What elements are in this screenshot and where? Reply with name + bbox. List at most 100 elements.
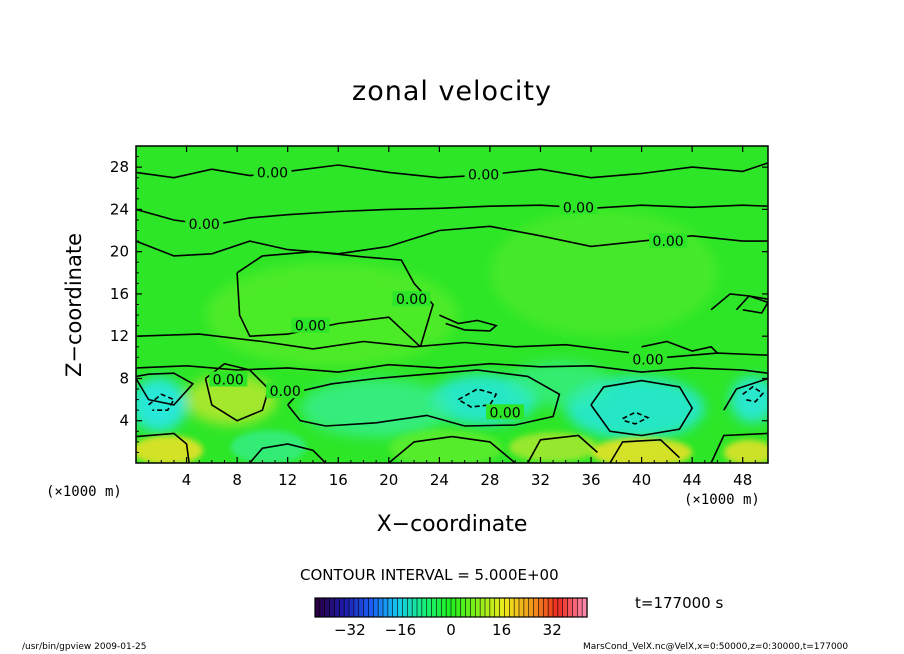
- colorbar-cell: [474, 597, 481, 618]
- y-tick-label: 28: [110, 158, 129, 176]
- y-tick: 24: [110, 200, 768, 218]
- svg-text:0.00: 0.00: [270, 384, 301, 400]
- contour-line-negative: [457, 388, 498, 408]
- contour-label: 0.00: [649, 233, 688, 250]
- colorbar-cell: [411, 597, 418, 618]
- x-tick: 4: [182, 146, 191, 489]
- colorbar-cell: [513, 597, 520, 618]
- colorbar-cell: [329, 597, 336, 618]
- contour-line: [590, 379, 694, 437]
- field-region: [591, 437, 693, 463]
- contour-line: [236, 272, 421, 348]
- contour-line-negative: [148, 393, 176, 412]
- colorbar-cell: [314, 597, 321, 618]
- colorbar-cell: [416, 597, 423, 618]
- x-tick-label: 20: [379, 471, 398, 489]
- x-tick-label: 32: [531, 471, 550, 489]
- contour-line: [136, 432, 190, 463]
- colorbar-cell: [557, 597, 564, 618]
- colorbar-cell: [533, 597, 540, 618]
- contour-labels: 0.00 0.00 0.00 0.00 0.00 0.00 0.00 0.00 0.00 0.00…: [185, 164, 688, 421]
- colorbar-frame: [314, 597, 588, 618]
- colorbar-tick-label: −16: [385, 621, 417, 639]
- colorbar-cell: [465, 597, 472, 618]
- contour-line: [723, 377, 768, 411]
- contour-line-negative: [742, 385, 765, 403]
- footer-left: /usr/bin/gpview 2009-01-25: [22, 642, 147, 652]
- x-tick-label: 16: [329, 471, 348, 489]
- colorbar-cell: [402, 597, 408, 618]
- colorbar-cell: [445, 597, 452, 618]
- contour-line: [204, 362, 270, 422]
- x-tick: 32: [531, 146, 550, 489]
- x-tick: 20: [379, 146, 398, 489]
- colorbar-cell: [406, 597, 413, 618]
- svg-text:0.00: 0.00: [632, 352, 663, 368]
- y-tick: 16: [110, 285, 768, 303]
- x-tick-label: 24: [430, 471, 449, 489]
- contour-label: 0.00: [486, 404, 525, 421]
- y-tick: 20: [110, 243, 768, 261]
- contour-line: [136, 162, 768, 179]
- field-region: [300, 378, 452, 438]
- colorbar-cell: [542, 597, 549, 618]
- colorbar-cell: [489, 597, 496, 618]
- y-tick-label: 12: [110, 327, 129, 345]
- colorbar-cell: [338, 597, 345, 618]
- colorbar-cell: [504, 597, 510, 618]
- colorbar-cell: [426, 597, 433, 618]
- x-tick-label: 36: [581, 471, 600, 489]
- colorbar-tick-label: 16: [492, 621, 511, 639]
- svg-text:0.00: 0.00: [396, 292, 427, 308]
- svg-text:0.00: 0.00: [295, 319, 326, 335]
- colorbar-cell: [368, 597, 374, 618]
- colorbar-cell: [562, 597, 569, 618]
- y-tick-label: 4: [119, 412, 129, 430]
- x-tick: 12: [278, 146, 297, 489]
- x-tick-label: 48: [733, 471, 752, 489]
- colorbar-cell: [547, 597, 554, 618]
- x-tick: 36: [581, 146, 601, 489]
- field-region: [136, 435, 203, 463]
- x-tick-label: 40: [632, 471, 651, 489]
- colorbar: −32 −16 0 16 32: [314, 597, 588, 639]
- x-tick: 44: [683, 146, 702, 489]
- chart-title: zonal velocity: [352, 76, 552, 107]
- field-region: [508, 432, 598, 462]
- contour-line: [527, 434, 598, 463]
- colorbar-cell: [358, 597, 365, 618]
- contour-line: [641, 340, 718, 354]
- x-tick-label: 12: [278, 471, 297, 489]
- colorbar-cell: [377, 597, 384, 618]
- contour-label: 0.00: [291, 317, 330, 335]
- field-region: [388, 429, 503, 463]
- x-tick: 40: [632, 146, 651, 489]
- contour-line: [136, 204, 768, 227]
- svg-text:0.00: 0.00: [213, 373, 244, 389]
- colorbar-cell: [397, 597, 404, 618]
- colorbar-cell: [421, 597, 428, 618]
- x-tick-label: 28: [480, 471, 499, 489]
- contour-line: [439, 314, 498, 332]
- colorbar-cell: [528, 597, 535, 618]
- field-region: [508, 360, 610, 407]
- contour-line: [249, 443, 327, 463]
- colorbar-cell: [372, 597, 379, 618]
- contour-line: [287, 369, 561, 427]
- contour-line-negative: [622, 411, 650, 425]
- colorbar-cell: [538, 597, 544, 618]
- colorbar-cell: [460, 597, 467, 618]
- colorbar-cell: [576, 597, 583, 618]
- x-tick-label: 8: [232, 471, 242, 489]
- colorbar-cell: [343, 597, 350, 618]
- x-tick: 24: [430, 146, 449, 489]
- x-axis-label: X−coordinate: [376, 512, 528, 537]
- svg-text:0.00: 0.00: [468, 168, 499, 184]
- colorbar-cell: [494, 597, 501, 618]
- colorbar-cell: [552, 597, 559, 618]
- colorbar-tick-label: −32: [334, 621, 366, 639]
- colorbar-cell: [567, 597, 574, 618]
- x-tick: 48: [733, 146, 752, 489]
- field-region: [489, 209, 718, 337]
